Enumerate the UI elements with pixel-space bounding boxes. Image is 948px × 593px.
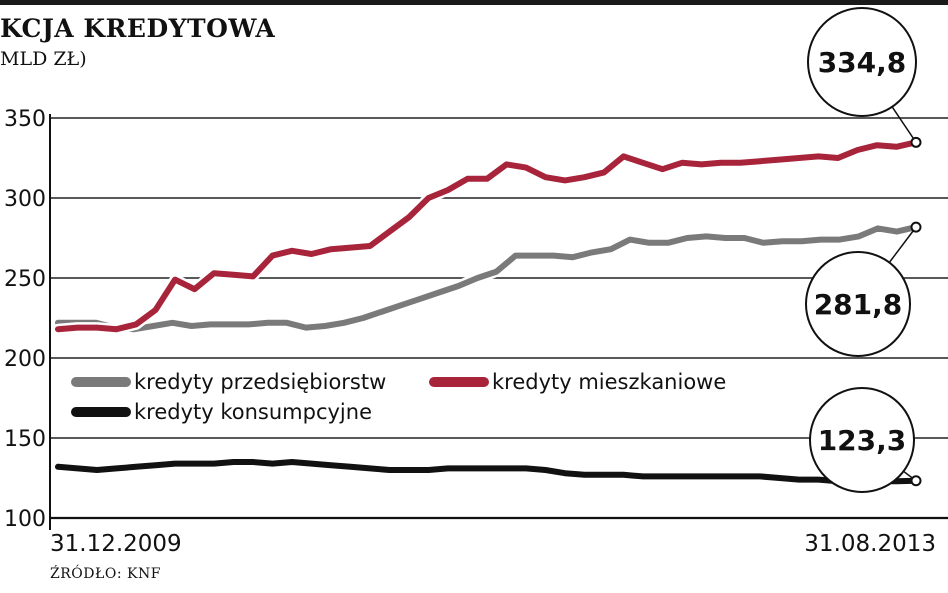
callout-value-0: 281,8 [814,288,903,321]
y-tick-150: 150 [4,427,46,452]
chart-title: KCJA KREDYTOWA [0,14,276,43]
series-line-2 [55,459,919,485]
legend-label-0: kredyty przedsiębiorstw [134,370,386,394]
x-tick-end: 31.08.2013 [804,531,936,557]
y-tick-labels: 350 300 250 200 150 100 [4,107,46,532]
source-note: ŹRÓDŁO: KNF [50,566,161,582]
callout-leader-0 [888,226,917,263]
end-marker-0 [910,221,922,233]
y-tick-250: 250 [4,267,46,292]
callout-circle-2 [809,387,915,493]
callout-circle-1 [807,7,917,117]
y-tick-100: 100 [4,507,46,532]
legend-label-1: kredyty mieszkaniowe [492,370,726,394]
chart-subtitle: MLD ZŁ) [0,48,87,70]
end-marker-2 [910,475,922,487]
top-rule [0,0,948,5]
series-line-1 [55,139,919,333]
callout-value-1: 334,8 [818,46,907,79]
axes [49,114,948,530]
y-tick-300: 300 [4,187,46,212]
series-lines [52,136,922,487]
x-tick-start: 31.12.2009 [50,531,182,557]
y-tick-350: 350 [4,107,46,132]
callout-leader-1 [891,106,917,143]
series-line-0 [55,224,919,333]
end-value-callouts: 281,8 334,8 123,3 [805,7,922,493]
y-tick-200: 200 [4,347,46,372]
legend: kredyty przedsiębiorstw kredyty mieszkani… [71,370,726,424]
end-marker-1 [910,136,922,148]
x-tick-labels: 31.12.2009 31.08.2013 [50,531,936,557]
callout-circle-0 [805,251,911,357]
legend-label-2: kredyty konsumpcyjne [134,400,372,424]
callout-value-2: 123,3 [818,424,907,457]
